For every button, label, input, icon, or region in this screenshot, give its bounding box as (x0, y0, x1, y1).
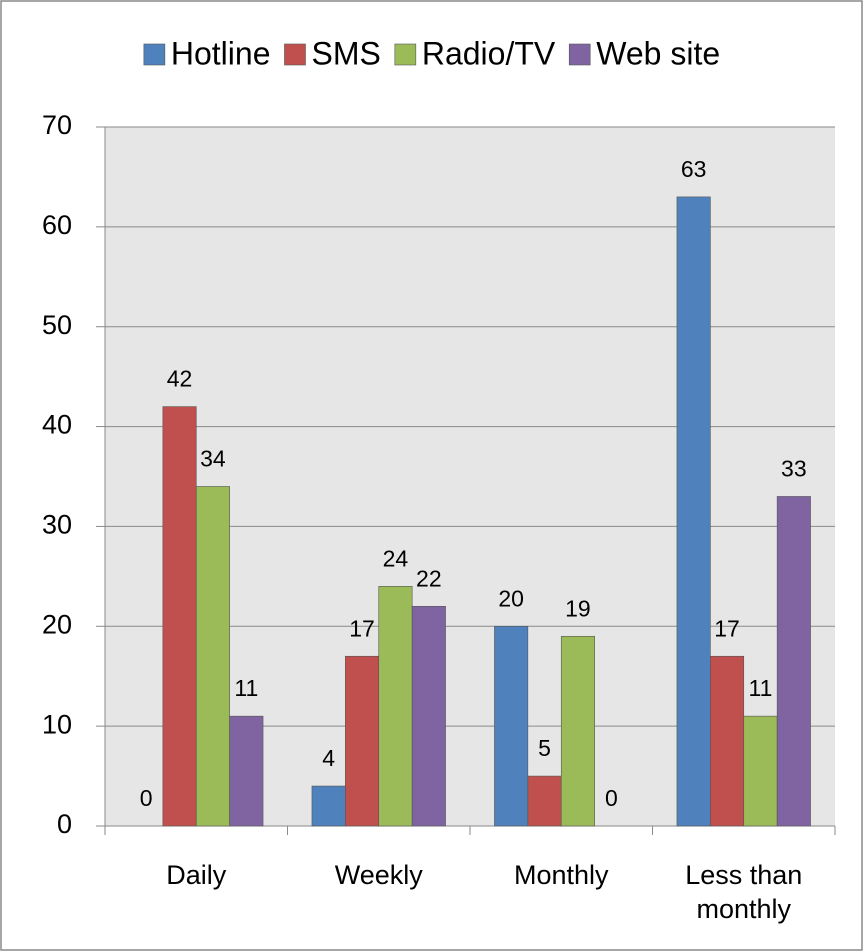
legend-swatch (394, 43, 417, 66)
data-label: 42 (167, 366, 193, 392)
x-tick-label: Less than monthly (685, 860, 803, 924)
data-label: 33 (781, 456, 807, 482)
x-tick-label: Daily (166, 860, 227, 890)
bar (411, 606, 446, 827)
bar (494, 625, 529, 827)
bar (776, 496, 811, 827)
bar (378, 586, 413, 827)
legend-swatch (568, 43, 591, 66)
data-label: 19 (565, 595, 591, 621)
data-label: 20 (498, 585, 524, 611)
data-label: 0 (140, 785, 153, 811)
data-label: 22 (416, 565, 442, 591)
data-label: 24 (383, 545, 409, 571)
bar (710, 655, 745, 827)
y-tick-label: 10 (42, 709, 72, 739)
legend-swatch (143, 43, 166, 66)
data-label: 4 (322, 745, 335, 771)
bar (229, 715, 264, 827)
bar (676, 196, 711, 827)
legend-label: Web site (596, 35, 720, 71)
bar (311, 785, 346, 827)
legend-label: SMS (311, 35, 380, 71)
y-tick-label: 0 (57, 809, 72, 839)
bar (162, 406, 197, 827)
bar (527, 775, 562, 827)
bar (345, 655, 380, 827)
data-label: 63 (681, 156, 707, 182)
legend-label: Hotline (171, 35, 271, 71)
y-tick-label: 50 (42, 310, 72, 340)
data-label: 17 (349, 615, 375, 641)
data-label: 5 (538, 735, 551, 761)
data-label: 34 (200, 446, 226, 472)
data-label: 11 (749, 675, 773, 701)
bar (743, 715, 778, 827)
x-tick-label: Monthly (513, 860, 609, 890)
data-label: 17 (714, 615, 740, 641)
y-tick-label: 60 (42, 210, 72, 240)
y-tick-label: 20 (42, 609, 72, 639)
y-tick-label: 30 (42, 510, 72, 540)
bar (195, 486, 230, 827)
x-tick-label: Weekly (334, 860, 423, 890)
data-label: 11 (234, 675, 258, 701)
legend-label: Radio/TV (422, 35, 556, 71)
legend-swatch (284, 43, 306, 66)
y-tick-label: 70 (42, 110, 72, 140)
y-tick-label: 40 (42, 410, 72, 440)
bar (560, 635, 595, 827)
data-label: 0 (605, 785, 618, 811)
